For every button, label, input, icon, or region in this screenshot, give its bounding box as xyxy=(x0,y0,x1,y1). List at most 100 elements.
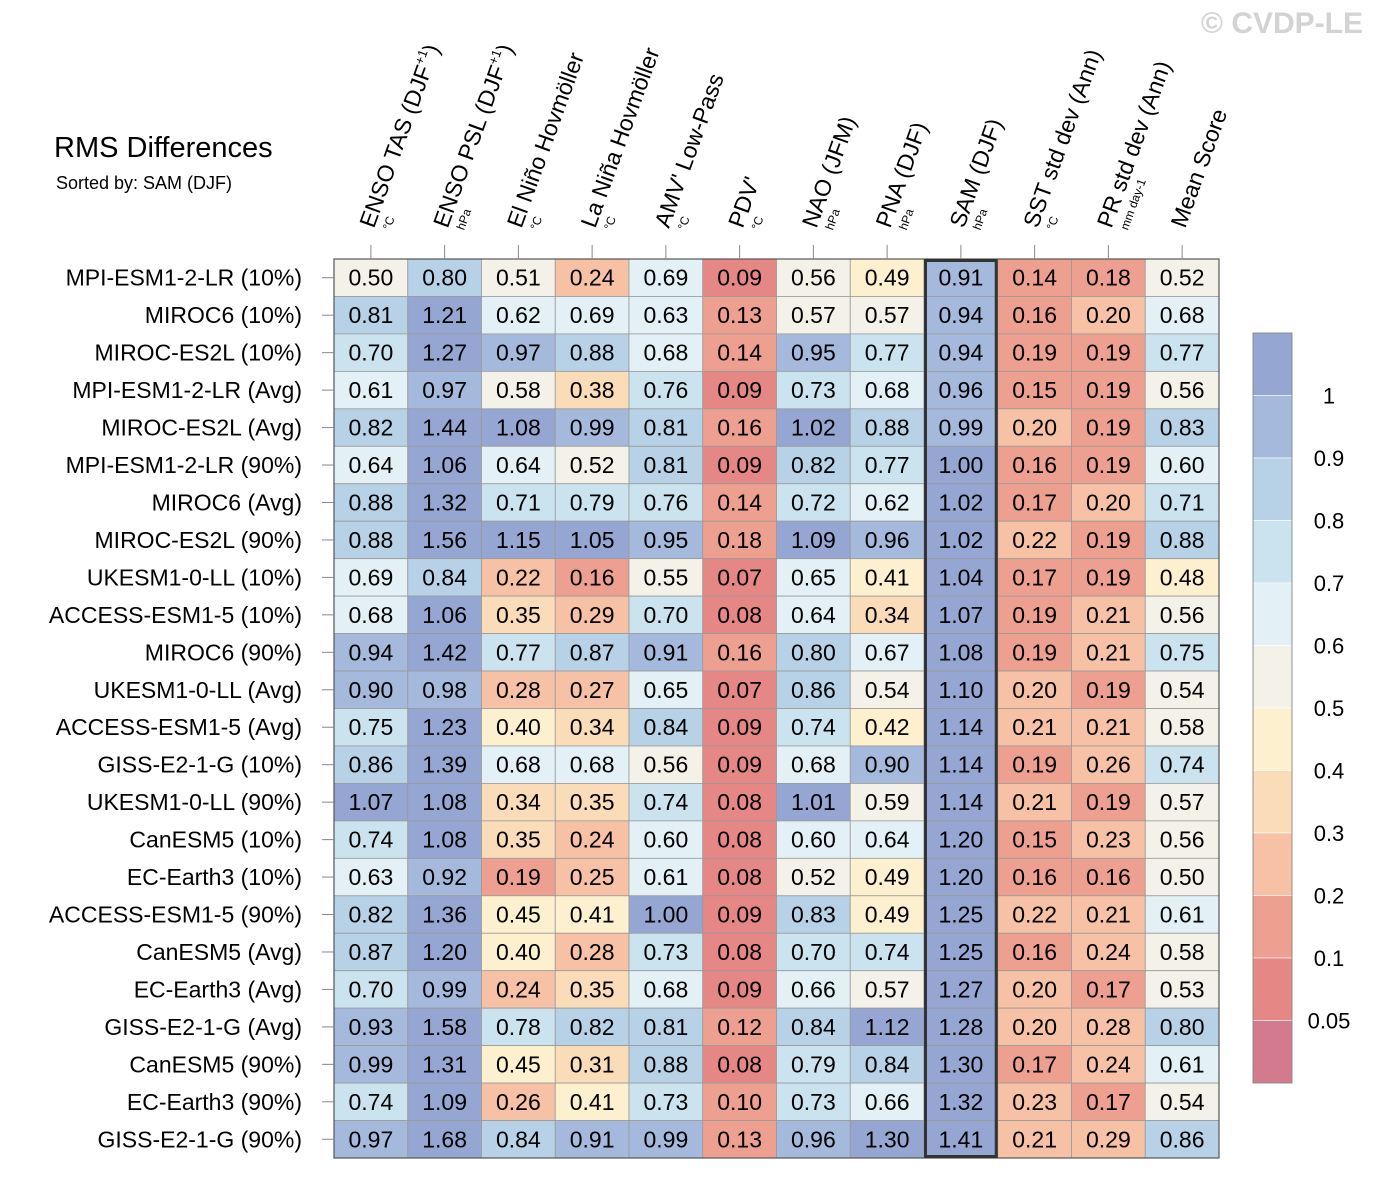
heatmap-cell xyxy=(702,708,777,747)
cell-value: 0.49 xyxy=(865,902,910,928)
cell-value: 1.20 xyxy=(422,939,467,965)
heatmap-cell xyxy=(481,633,556,672)
cell-value: 0.19 xyxy=(1086,452,1131,478)
cell-value: 0.09 xyxy=(717,752,762,778)
row-label: MIROC-ES2L (Avg) xyxy=(101,415,302,441)
row-label: CanESM5 (10%) xyxy=(129,827,302,853)
cell-value: 1.02 xyxy=(791,415,836,441)
row-label: UKESM1-0-LL (90%) xyxy=(87,789,302,815)
cell-value: 0.29 xyxy=(570,602,615,628)
cell-value: 0.24 xyxy=(570,265,615,291)
colorbar-segment xyxy=(1252,707,1293,771)
heatmap-cell xyxy=(333,520,409,560)
heatmap-cell xyxy=(333,745,409,784)
cell-value: 0.19 xyxy=(1086,789,1131,815)
cell-value: 0.95 xyxy=(791,340,836,366)
colorbar-segment xyxy=(1252,832,1293,896)
cell-value: 0.20 xyxy=(1086,489,1131,515)
heatmap-cell xyxy=(333,820,409,859)
column-label-group: NAO (JFM)hPa xyxy=(797,113,861,232)
cell-value: 1.02 xyxy=(938,489,983,515)
heatmap-cell xyxy=(333,408,409,447)
column-unit: °C xyxy=(601,214,619,232)
heatmap-cell xyxy=(997,370,1072,410)
heatmap-cell xyxy=(776,483,851,522)
highlighted-column-frame xyxy=(924,259,998,1158)
heatmap-cell xyxy=(776,708,851,747)
cell-value: 0.88 xyxy=(1160,527,1205,553)
heatmap-cell xyxy=(849,445,925,485)
heatmap-cell xyxy=(554,1082,630,1121)
colorbar-segment xyxy=(1252,895,1293,959)
column-unit: hPa xyxy=(454,207,475,232)
cell-value: 0.79 xyxy=(570,489,615,515)
heatmap-cell xyxy=(849,595,925,634)
heatmap-cell xyxy=(776,1007,851,1047)
cell-value: 0.40 xyxy=(496,714,541,740)
cell-value: 1.06 xyxy=(422,452,467,478)
cell-value: 0.19 xyxy=(1086,340,1131,366)
row-label: MPI-ESM1-2-LR (90%) xyxy=(66,452,302,478)
heatmap-cell xyxy=(702,445,777,485)
cell-value: 1.07 xyxy=(348,789,393,815)
cell-value: 0.77 xyxy=(1160,340,1205,366)
heatmap-cell xyxy=(776,895,851,934)
heatmap-cell xyxy=(333,708,409,747)
cell-value: 0.12 xyxy=(717,1014,762,1040)
heatmap-cell xyxy=(923,296,999,335)
heatmap-cell xyxy=(923,783,999,822)
heatmap-cell xyxy=(997,296,1072,335)
heatmap-cell xyxy=(776,370,851,410)
cell-value: 0.68 xyxy=(570,752,615,778)
heatmap-cell xyxy=(628,895,704,934)
heatmap-cell xyxy=(333,633,409,672)
cell-value: 0.53 xyxy=(1160,976,1205,1002)
heatmap-cell xyxy=(407,1120,482,1159)
column-unit: hPa xyxy=(896,207,917,232)
heatmap-cell xyxy=(554,520,630,560)
column-label: El Niño Hovmöller xyxy=(502,49,589,231)
heatmap-cell xyxy=(1071,483,1146,522)
colorbar-segment xyxy=(1252,520,1293,584)
cell-value: 1.21 xyxy=(422,302,467,328)
row-label: MPI-ESM1-2-LR (Avg) xyxy=(72,377,302,403)
cell-value: 1.15 xyxy=(496,527,541,553)
heatmap-cell xyxy=(1144,857,1220,897)
heatmap-cell xyxy=(628,1120,704,1159)
heatmap-cell xyxy=(407,558,482,597)
cell-value: 0.77 xyxy=(496,639,541,665)
heatmap-cell xyxy=(333,445,409,485)
cell-value: 0.24 xyxy=(1086,1051,1131,1077)
cell-value: 0.18 xyxy=(1086,265,1131,291)
cell-value: 0.16 xyxy=(717,415,762,441)
heatmap-cell xyxy=(1144,483,1220,522)
cell-value: 0.94 xyxy=(348,639,393,665)
cell-value: 0.21 xyxy=(1012,1126,1057,1152)
heatmap-cell xyxy=(628,296,704,335)
cell-value: 1.27 xyxy=(422,340,467,366)
cell-value: 0.14 xyxy=(1012,265,1057,291)
heatmap-cell xyxy=(997,520,1072,560)
cell-value: 0.15 xyxy=(1012,827,1057,853)
heatmap-cell xyxy=(481,1045,556,1084)
cell-value: 0.29 xyxy=(1086,1126,1131,1152)
cell-value: 0.99 xyxy=(348,1051,393,1077)
cell-value: 1.08 xyxy=(422,789,467,815)
cell-value: 0.97 xyxy=(496,340,541,366)
cell-value: 0.84 xyxy=(496,1126,541,1152)
heatmap-cell xyxy=(1071,296,1146,335)
heatmap-cell xyxy=(1144,932,1220,972)
heatmap-cell xyxy=(923,633,999,672)
heatmap-cell xyxy=(1071,783,1146,822)
cell-value: 0.17 xyxy=(1086,976,1131,1002)
heatmap-cell xyxy=(1071,670,1146,709)
cell-value: 0.59 xyxy=(865,789,910,815)
heatmap-cell xyxy=(554,333,630,372)
heatmap-cell xyxy=(849,408,925,447)
cell-value: 0.16 xyxy=(570,564,615,590)
heatmap-cell xyxy=(628,708,704,747)
cell-value: 0.81 xyxy=(348,302,393,328)
cell-value: 0.75 xyxy=(1160,639,1205,665)
heatmap-cell xyxy=(628,333,704,372)
cell-value: 0.74 xyxy=(643,789,688,815)
